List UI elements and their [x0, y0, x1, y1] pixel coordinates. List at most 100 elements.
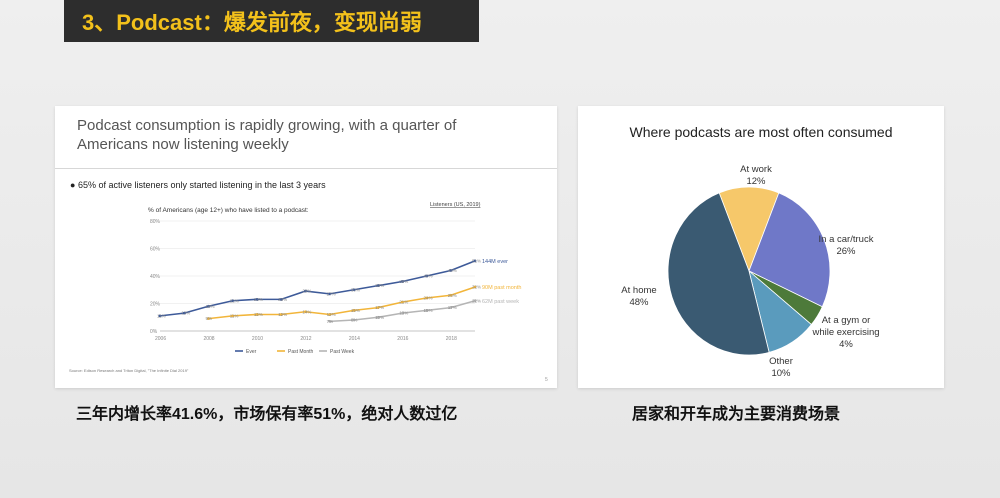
- slice-category-label: At a gym or: [822, 315, 871, 326]
- line-chart-title: % of Americans (age 12+) who have listed…: [148, 207, 309, 214]
- data-label: 33%: [375, 283, 384, 288]
- listeners-heading: Listeners (US, 2019): [430, 202, 481, 208]
- pie-chart-title: Where podcasts are most often consumed: [629, 124, 893, 140]
- y-tick-label: 20%: [150, 302, 161, 308]
- data-label: 13%: [181, 311, 190, 316]
- data-point: [425, 274, 428, 278]
- y-tick-label: 60%: [150, 247, 161, 253]
- data-point: [449, 269, 453, 272]
- legend-label: Past Week: [330, 349, 355, 355]
- data-point: [425, 308, 428, 312]
- data-point: [376, 306, 380, 310]
- data-label: 10%: [375, 315, 384, 320]
- slice-category-label: In a car/truck: [819, 234, 874, 245]
- data-point: [473, 299, 477, 303]
- line-chart-card: Podcast consumption is rapidly growing, …: [55, 106, 557, 388]
- slice-value-label: 4%: [839, 339, 853, 350]
- data-point: [400, 300, 404, 304]
- data-point: [376, 284, 380, 288]
- bullet-point: ● 65% of active listeners only started l…: [70, 180, 326, 190]
- slide-title: 3、Podcast：爆发前夜，变现尚弱: [64, 0, 479, 42]
- source-note: Source: Edison Research and Triton Digit…: [69, 368, 189, 373]
- series-line: [208, 286, 476, 320]
- data-label: 26%: [448, 293, 457, 298]
- data-point: [231, 314, 235, 318]
- data-point: [328, 292, 332, 296]
- data-label: 7%: [327, 319, 334, 324]
- slice-category-label: Other: [769, 356, 793, 367]
- data-label: 36%: [399, 279, 408, 284]
- series-end-label: 62M past week: [482, 299, 519, 305]
- data-point: [279, 297, 283, 301]
- pie-slice: [718, 186, 780, 273]
- legend-label: Ever: [246, 349, 257, 355]
- data-point: [255, 313, 259, 316]
- data-label: 23%: [254, 297, 263, 302]
- data-point: [158, 314, 162, 318]
- pie-slice: [667, 192, 770, 356]
- page-number: 5: [545, 377, 548, 383]
- data-point: [473, 285, 477, 289]
- data-label: 14%: [302, 309, 311, 314]
- pie-slice: [748, 192, 831, 308]
- legend-label: Past Month: [288, 349, 314, 355]
- data-label: 24%: [424, 296, 433, 301]
- data-point: [352, 318, 356, 322]
- data-label: 32%: [472, 285, 481, 290]
- data-point: [207, 317, 210, 321]
- data-point: [376, 315, 380, 319]
- line-chart: % of Americans (age 12+) who have listed…: [69, 202, 548, 383]
- data-label: 30%: [351, 287, 360, 292]
- data-point: [352, 308, 356, 312]
- data-label: 44%: [448, 268, 457, 273]
- data-point: [182, 311, 186, 315]
- data-label: 18%: [205, 304, 214, 309]
- headline-line-1: Podcast consumption is rapidly growing, …: [77, 117, 457, 134]
- data-point: [449, 293, 453, 297]
- slice-value-label: 48%: [629, 297, 649, 308]
- data-point: [303, 289, 307, 293]
- pie-chart-card: Where podcasts are most often consumed A…: [578, 106, 944, 388]
- data-label: 15%: [351, 308, 360, 313]
- slice-value-label: 12%: [746, 176, 766, 187]
- data-point: [231, 299, 235, 303]
- divider: [55, 168, 557, 169]
- headline-line-2: Americans now listening weekly: [77, 136, 289, 153]
- data-point: [400, 280, 404, 283]
- data-point: [303, 310, 307, 314]
- series-end-label: 144M ever: [482, 259, 508, 265]
- data-point: [328, 319, 332, 323]
- data-label: 15%: [424, 308, 433, 313]
- data-point: [400, 311, 404, 315]
- x-tick-label: 2018: [446, 336, 457, 342]
- data-point: [328, 313, 332, 316]
- data-point: [207, 304, 210, 308]
- slice-category-label: while exercising: [811, 327, 879, 338]
- data-point: [473, 259, 477, 263]
- data-label: 9%: [205, 316, 212, 321]
- slice-category-label: At work: [740, 164, 772, 175]
- left-caption: 三年内增长率41.6%，市场保有率51%，绝对人数过亿: [76, 406, 458, 423]
- data-label: 12%: [327, 312, 336, 317]
- data-label: 13%: [399, 311, 408, 316]
- data-label: 22%: [472, 298, 481, 303]
- right-caption: 居家和开车成为主要消费场景: [632, 406, 841, 423]
- series-end-label: 90M past month: [482, 285, 521, 291]
- data-label: 12%: [278, 312, 287, 317]
- data-label: 12%: [254, 312, 263, 317]
- data-label: 8%: [351, 318, 358, 323]
- slice-value-label: 26%: [836, 246, 856, 257]
- x-tick-label: 2006: [155, 336, 166, 342]
- x-tick-label: 2016: [397, 336, 408, 342]
- x-tick-label: 2014: [349, 336, 360, 342]
- y-tick-label: 80%: [150, 219, 161, 225]
- data-point: [449, 306, 453, 310]
- data-label: 51%: [472, 258, 481, 263]
- slice-category-label: At home: [621, 285, 656, 296]
- y-tick-label: 0%: [150, 329, 158, 335]
- data-point: [255, 297, 259, 301]
- y-tick-label: 40%: [150, 274, 161, 280]
- slice-value-label: 10%: [771, 368, 791, 379]
- data-label: 21%: [399, 300, 408, 305]
